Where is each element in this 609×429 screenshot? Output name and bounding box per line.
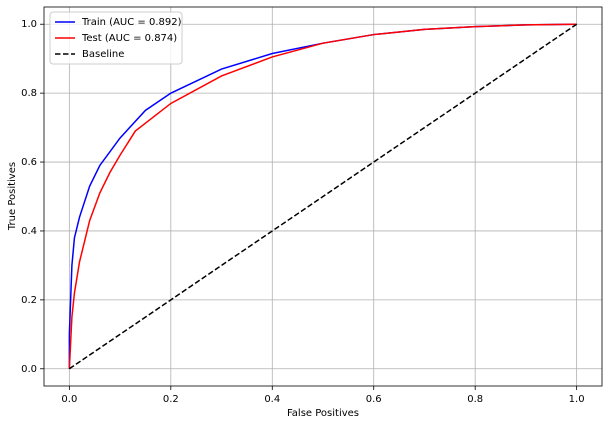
legend-label: Test (AUC = 0.874) [81, 33, 177, 44]
x-tick-label: 0.4 [264, 394, 280, 405]
legend-label: Baseline [82, 49, 124, 60]
y-tick-label: 0.4 [21, 226, 37, 237]
x-tick-label: 0.6 [366, 394, 382, 405]
legend-box [49, 11, 183, 65]
y-axis-label: True Positives [7, 162, 18, 231]
axes-frame [43, 6, 603, 387]
line [68, 23, 577, 369]
x-tick-label: 0.0 [61, 394, 77, 405]
x-tick-label: 0.8 [467, 394, 483, 405]
x-tick-label: 1.0 [569, 394, 585, 405]
y-tick-label: 0.6 [21, 157, 37, 168]
y-tick-label: 1.0 [21, 19, 37, 30]
y-tick-label: 0.8 [21, 88, 37, 99]
legend-label: Train (AUC = 0.892) [81, 17, 182, 28]
x-axis-label: False Positives [287, 408, 359, 419]
line [68, 23, 578, 370]
x-tick-label: 0.2 [163, 394, 179, 405]
y-tick-label: 0.2 [21, 295, 37, 306]
y-tick-label: 0.0 [21, 364, 37, 375]
